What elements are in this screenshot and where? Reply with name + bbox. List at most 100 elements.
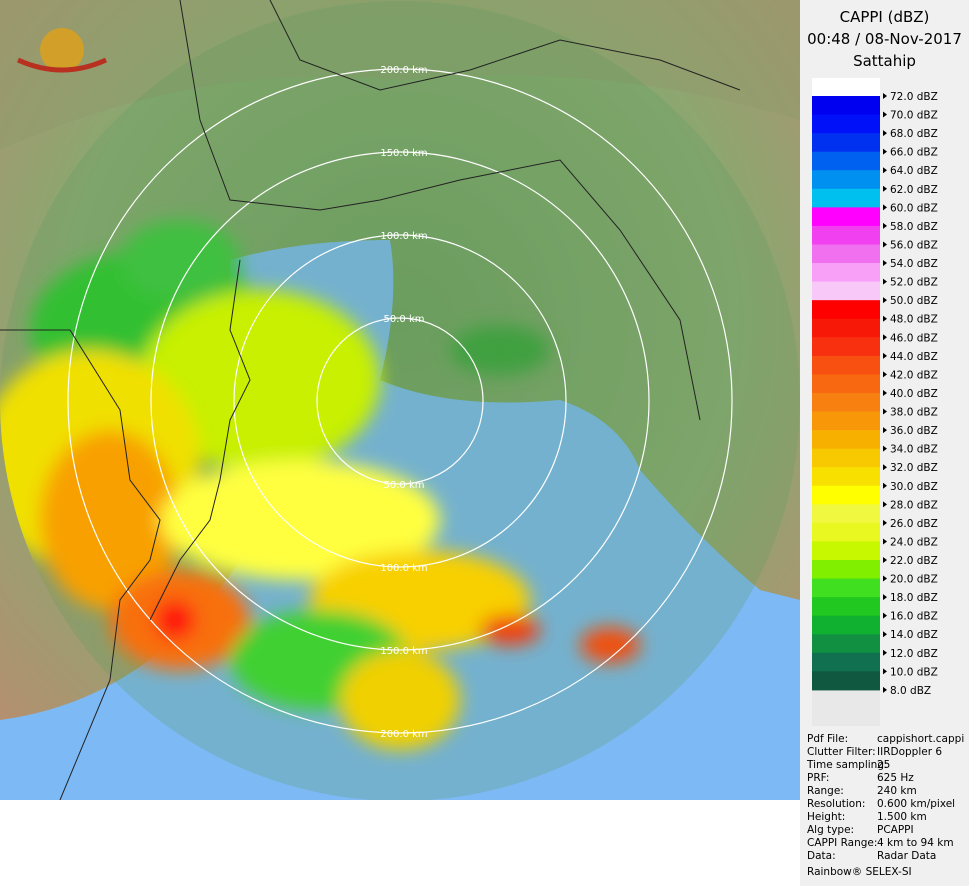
range-rings — [0, 0, 800, 800]
info-key: Time sampling: — [807, 759, 888, 771]
scale-label: 42.0 dBZ — [890, 369, 938, 381]
info-value: Radar Data — [877, 850, 937, 862]
swatch — [812, 300, 880, 320]
swatch — [812, 560, 880, 580]
swatch — [812, 485, 880, 505]
swatch — [812, 151, 880, 171]
scale-label: 22.0 dBZ — [890, 555, 938, 567]
scale-label: 18.0 dBZ — [890, 592, 938, 604]
legend-panel: CAPPI (dBZ) 00:48 / 08-Nov-2017 Sattahip… — [800, 0, 969, 886]
info-key: Resolution: — [807, 798, 866, 810]
tick-arrow — [883, 501, 887, 508]
info-key: Data: — [807, 850, 836, 862]
scale-label: 28.0 dBZ — [890, 499, 938, 511]
scale-label: 70.0 dBZ — [890, 110, 938, 122]
scale-label: 62.0 dBZ — [890, 184, 938, 196]
swatch-blank — [812, 690, 880, 726]
scale-label: 38.0 dBZ — [890, 407, 938, 419]
swatch — [812, 114, 880, 134]
logo — [16, 28, 108, 73]
swatch — [812, 133, 880, 153]
scale-label: 54.0 dBZ — [890, 258, 938, 270]
scale-label: 36.0 dBZ — [890, 425, 938, 437]
tick-arrow — [883, 445, 887, 452]
swatch — [812, 318, 880, 338]
scale-label: 60.0 dBZ — [890, 202, 938, 214]
terrain — [0, 0, 800, 150]
swatch — [812, 281, 880, 301]
info-value: 1.500 km — [877, 811, 927, 823]
scale-label: 40.0 dBZ — [890, 388, 938, 400]
site: Sattahip — [853, 52, 916, 70]
scale-label: 8.0 dBZ — [890, 685, 931, 697]
scale-label: 24.0 dBZ — [890, 536, 938, 548]
ring-label: 200.0 km — [380, 729, 427, 740]
scale-label: 64.0 dBZ — [890, 165, 938, 177]
scale-label: 32.0 dBZ — [890, 462, 938, 474]
scale-label: 72.0 dBZ — [890, 91, 938, 103]
radar-coverage — [0, 0, 800, 800]
swatch — [812, 263, 880, 283]
tick-arrow — [883, 278, 887, 285]
swatch — [812, 392, 880, 413]
scale-label: 14.0 dBZ — [890, 629, 938, 641]
ring-label: 50.0 km — [384, 314, 425, 325]
info-key: Height: — [807, 811, 846, 823]
swatch — [812, 170, 880, 190]
swatch — [812, 671, 880, 691]
scale-label: 48.0 dBZ — [890, 314, 938, 326]
info-value: 25 — [877, 759, 891, 771]
swatch — [812, 355, 880, 375]
tick-arrow — [883, 204, 887, 211]
swatch — [812, 188, 880, 208]
precipitation — [0, 220, 640, 750]
swatch — [812, 430, 880, 450]
scale-label: 52.0 dBZ — [890, 277, 938, 289]
ring-label: 100.0 km — [380, 231, 427, 242]
info-key: CAPPI Range: — [807, 837, 878, 849]
swatch — [812, 541, 880, 561]
tick-arrow — [883, 408, 887, 415]
swatch — [812, 96, 880, 116]
tick-arrow — [883, 352, 887, 359]
tick-arrow — [883, 427, 887, 434]
title: CAPPI (dBZ) — [839, 8, 930, 26]
scale-label: 50.0 dBZ — [890, 295, 938, 307]
tick-arrow — [883, 519, 887, 526]
tick-arrow — [883, 93, 887, 99]
swatch — [812, 244, 880, 264]
swatch — [812, 411, 880, 431]
ring-label: 150.0 km — [380, 646, 427, 657]
ring-label: 200.0 km — [380, 65, 427, 76]
info-value: PCAPPI — [877, 824, 914, 836]
scale-label: 16.0 dBZ — [890, 611, 938, 623]
info-key: Alg type: — [807, 824, 855, 836]
swatch — [812, 374, 880, 394]
scale-label: 12.0 dBZ — [890, 648, 938, 660]
scale-label: 68.0 dBZ — [890, 128, 938, 140]
swatch-blank — [812, 78, 880, 96]
tick-arrow — [883, 482, 887, 489]
tick-arrow — [883, 594, 887, 601]
swatch — [812, 467, 880, 487]
tick-arrow — [883, 315, 887, 322]
swatch — [812, 652, 880, 672]
scale-label: 34.0 dBZ — [890, 444, 938, 456]
info-key: Clutter Filter: — [807, 746, 876, 758]
swatch — [812, 634, 880, 654]
tick-arrow — [883, 185, 887, 192]
tick-arrow — [883, 297, 887, 304]
scale-label: 26.0 dBZ — [890, 518, 938, 530]
scale-label: 56.0 dBZ — [890, 239, 938, 251]
info-value: 625 Hz — [877, 772, 914, 784]
radar-map: 200.0 km 150.0 km 100.0 km 50.0 km 50.0 km 10… — [0, 0, 800, 800]
swatch — [812, 615, 880, 635]
scale-label: 58.0 dBZ — [890, 221, 938, 233]
tick-arrow — [883, 668, 887, 675]
info-key: Range: — [807, 785, 844, 797]
info-value: cappishort.cappi — [877, 733, 965, 745]
tick-arrow — [883, 148, 887, 155]
ring-label: 150.0 km — [380, 148, 427, 159]
tick-arrow — [883, 389, 887, 396]
